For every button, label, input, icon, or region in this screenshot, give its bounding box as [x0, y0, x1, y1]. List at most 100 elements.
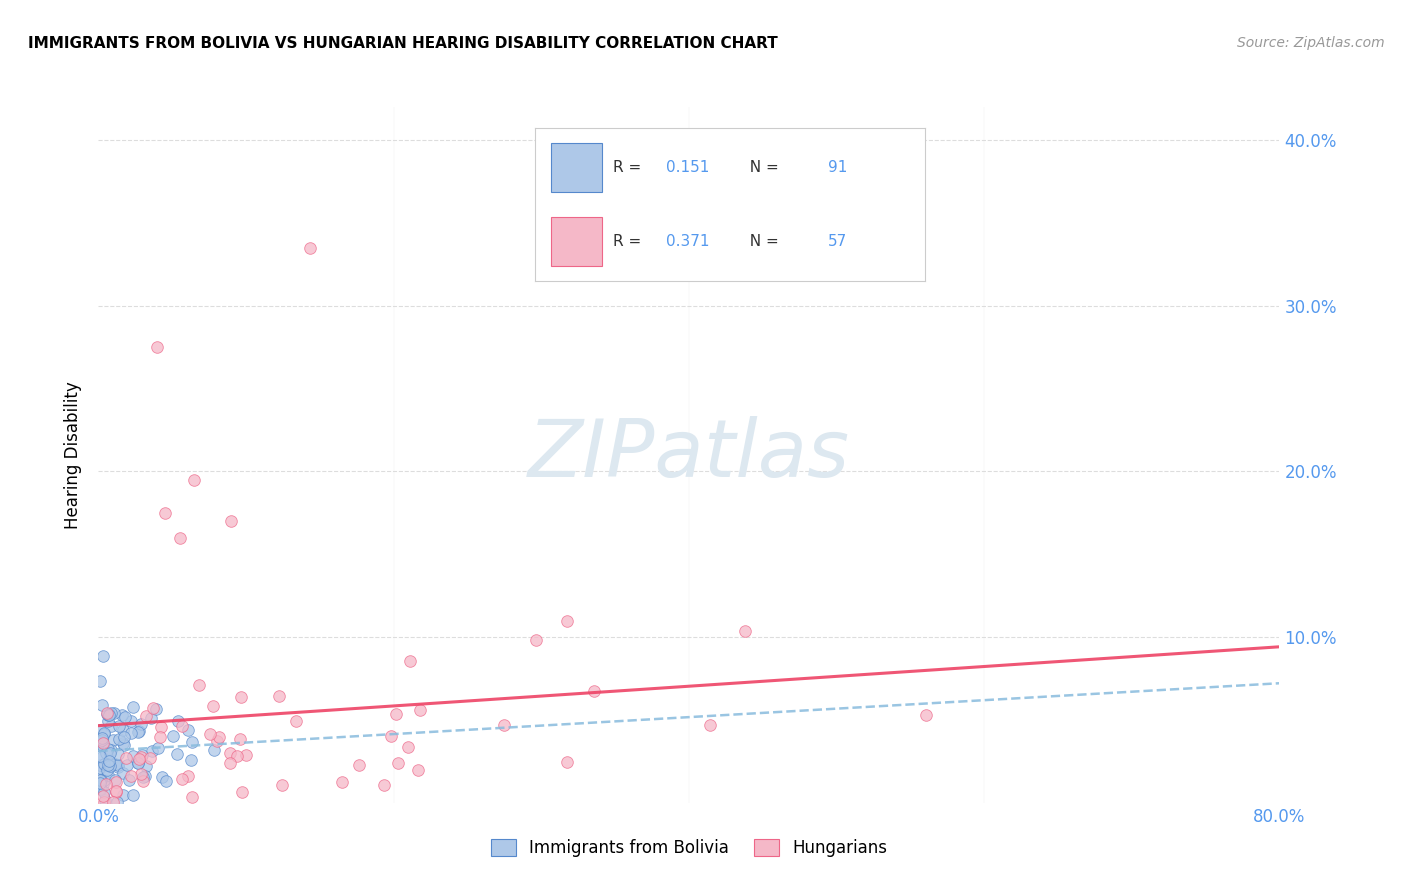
Y-axis label: Hearing Disability: Hearing Disability	[65, 381, 83, 529]
Point	[330, 775, 353, 789]
Point	[115, 751, 138, 765]
Point	[120, 769, 142, 783]
Point	[231, 785, 253, 799]
Point	[492, 718, 515, 732]
Point	[555, 614, 578, 628]
Point	[89, 673, 111, 688]
Point	[122, 788, 145, 802]
Point	[699, 717, 721, 731]
Point	[105, 783, 128, 797]
Point	[107, 747, 129, 761]
Point	[100, 719, 122, 733]
Point	[93, 726, 115, 740]
Point	[120, 714, 142, 728]
Point	[127, 756, 149, 770]
Point	[90, 731, 112, 745]
Text: Source: ZipAtlas.com: Source: ZipAtlas.com	[1237, 36, 1385, 50]
Point	[91, 736, 114, 750]
Point	[150, 770, 173, 784]
Point	[93, 785, 115, 799]
Point	[128, 751, 150, 765]
Point	[166, 747, 188, 761]
Point	[148, 741, 170, 756]
Point	[347, 758, 370, 772]
Point	[131, 748, 153, 763]
Point	[172, 719, 194, 733]
Point	[180, 753, 202, 767]
Point	[90, 781, 112, 796]
Point	[583, 684, 606, 698]
Point	[155, 774, 177, 789]
Point	[89, 749, 111, 764]
Point	[97, 714, 120, 728]
Point	[387, 756, 409, 770]
Point	[98, 707, 121, 722]
Point	[399, 654, 422, 668]
Point	[555, 755, 578, 769]
Point	[94, 777, 117, 791]
Point	[169, 531, 191, 545]
Point	[104, 785, 127, 799]
Point	[285, 714, 308, 728]
Point	[97, 755, 120, 769]
Point	[120, 726, 142, 740]
Point	[98, 758, 121, 772]
Point	[235, 747, 257, 762]
Point	[89, 733, 111, 747]
Point	[208, 730, 231, 744]
Point	[97, 707, 120, 722]
Point	[141, 743, 163, 757]
Point	[97, 768, 120, 782]
Point	[112, 739, 135, 753]
Point	[97, 742, 120, 756]
Point	[150, 720, 173, 734]
Point	[89, 761, 111, 775]
Point	[524, 632, 547, 647]
Point	[89, 776, 111, 790]
Point	[131, 717, 153, 731]
Point	[98, 746, 121, 760]
Point	[127, 756, 149, 771]
Point	[111, 736, 134, 750]
Point	[103, 732, 125, 747]
Point	[734, 624, 756, 639]
Point	[89, 773, 111, 788]
Point	[89, 723, 111, 737]
Point	[176, 769, 198, 783]
Point	[167, 714, 190, 728]
Point	[198, 727, 221, 741]
Point	[914, 707, 936, 722]
Point	[153, 506, 176, 520]
Point	[97, 755, 120, 769]
Point	[89, 761, 111, 775]
Point	[111, 723, 134, 738]
Point	[108, 732, 131, 747]
Point	[142, 701, 165, 715]
Point	[396, 739, 419, 754]
Point	[90, 749, 112, 764]
Point	[187, 678, 209, 692]
Point	[107, 758, 129, 772]
Point	[96, 746, 118, 760]
Point	[229, 690, 252, 704]
Point	[202, 699, 225, 714]
Point	[409, 702, 432, 716]
Point	[93, 727, 115, 741]
Point	[132, 770, 155, 784]
Point	[149, 731, 172, 745]
Point	[225, 749, 247, 764]
Point	[141, 711, 163, 725]
Point	[107, 759, 129, 773]
Point	[129, 767, 152, 781]
Point	[93, 772, 115, 787]
Point	[181, 790, 204, 805]
Text: ZIPatlas: ZIPatlas	[527, 416, 851, 494]
Point	[373, 778, 395, 792]
Point	[270, 778, 292, 792]
Point	[177, 723, 200, 737]
Point	[219, 756, 242, 770]
Point	[93, 756, 115, 771]
Point	[118, 773, 141, 788]
Point	[96, 763, 118, 777]
Point	[128, 723, 150, 738]
